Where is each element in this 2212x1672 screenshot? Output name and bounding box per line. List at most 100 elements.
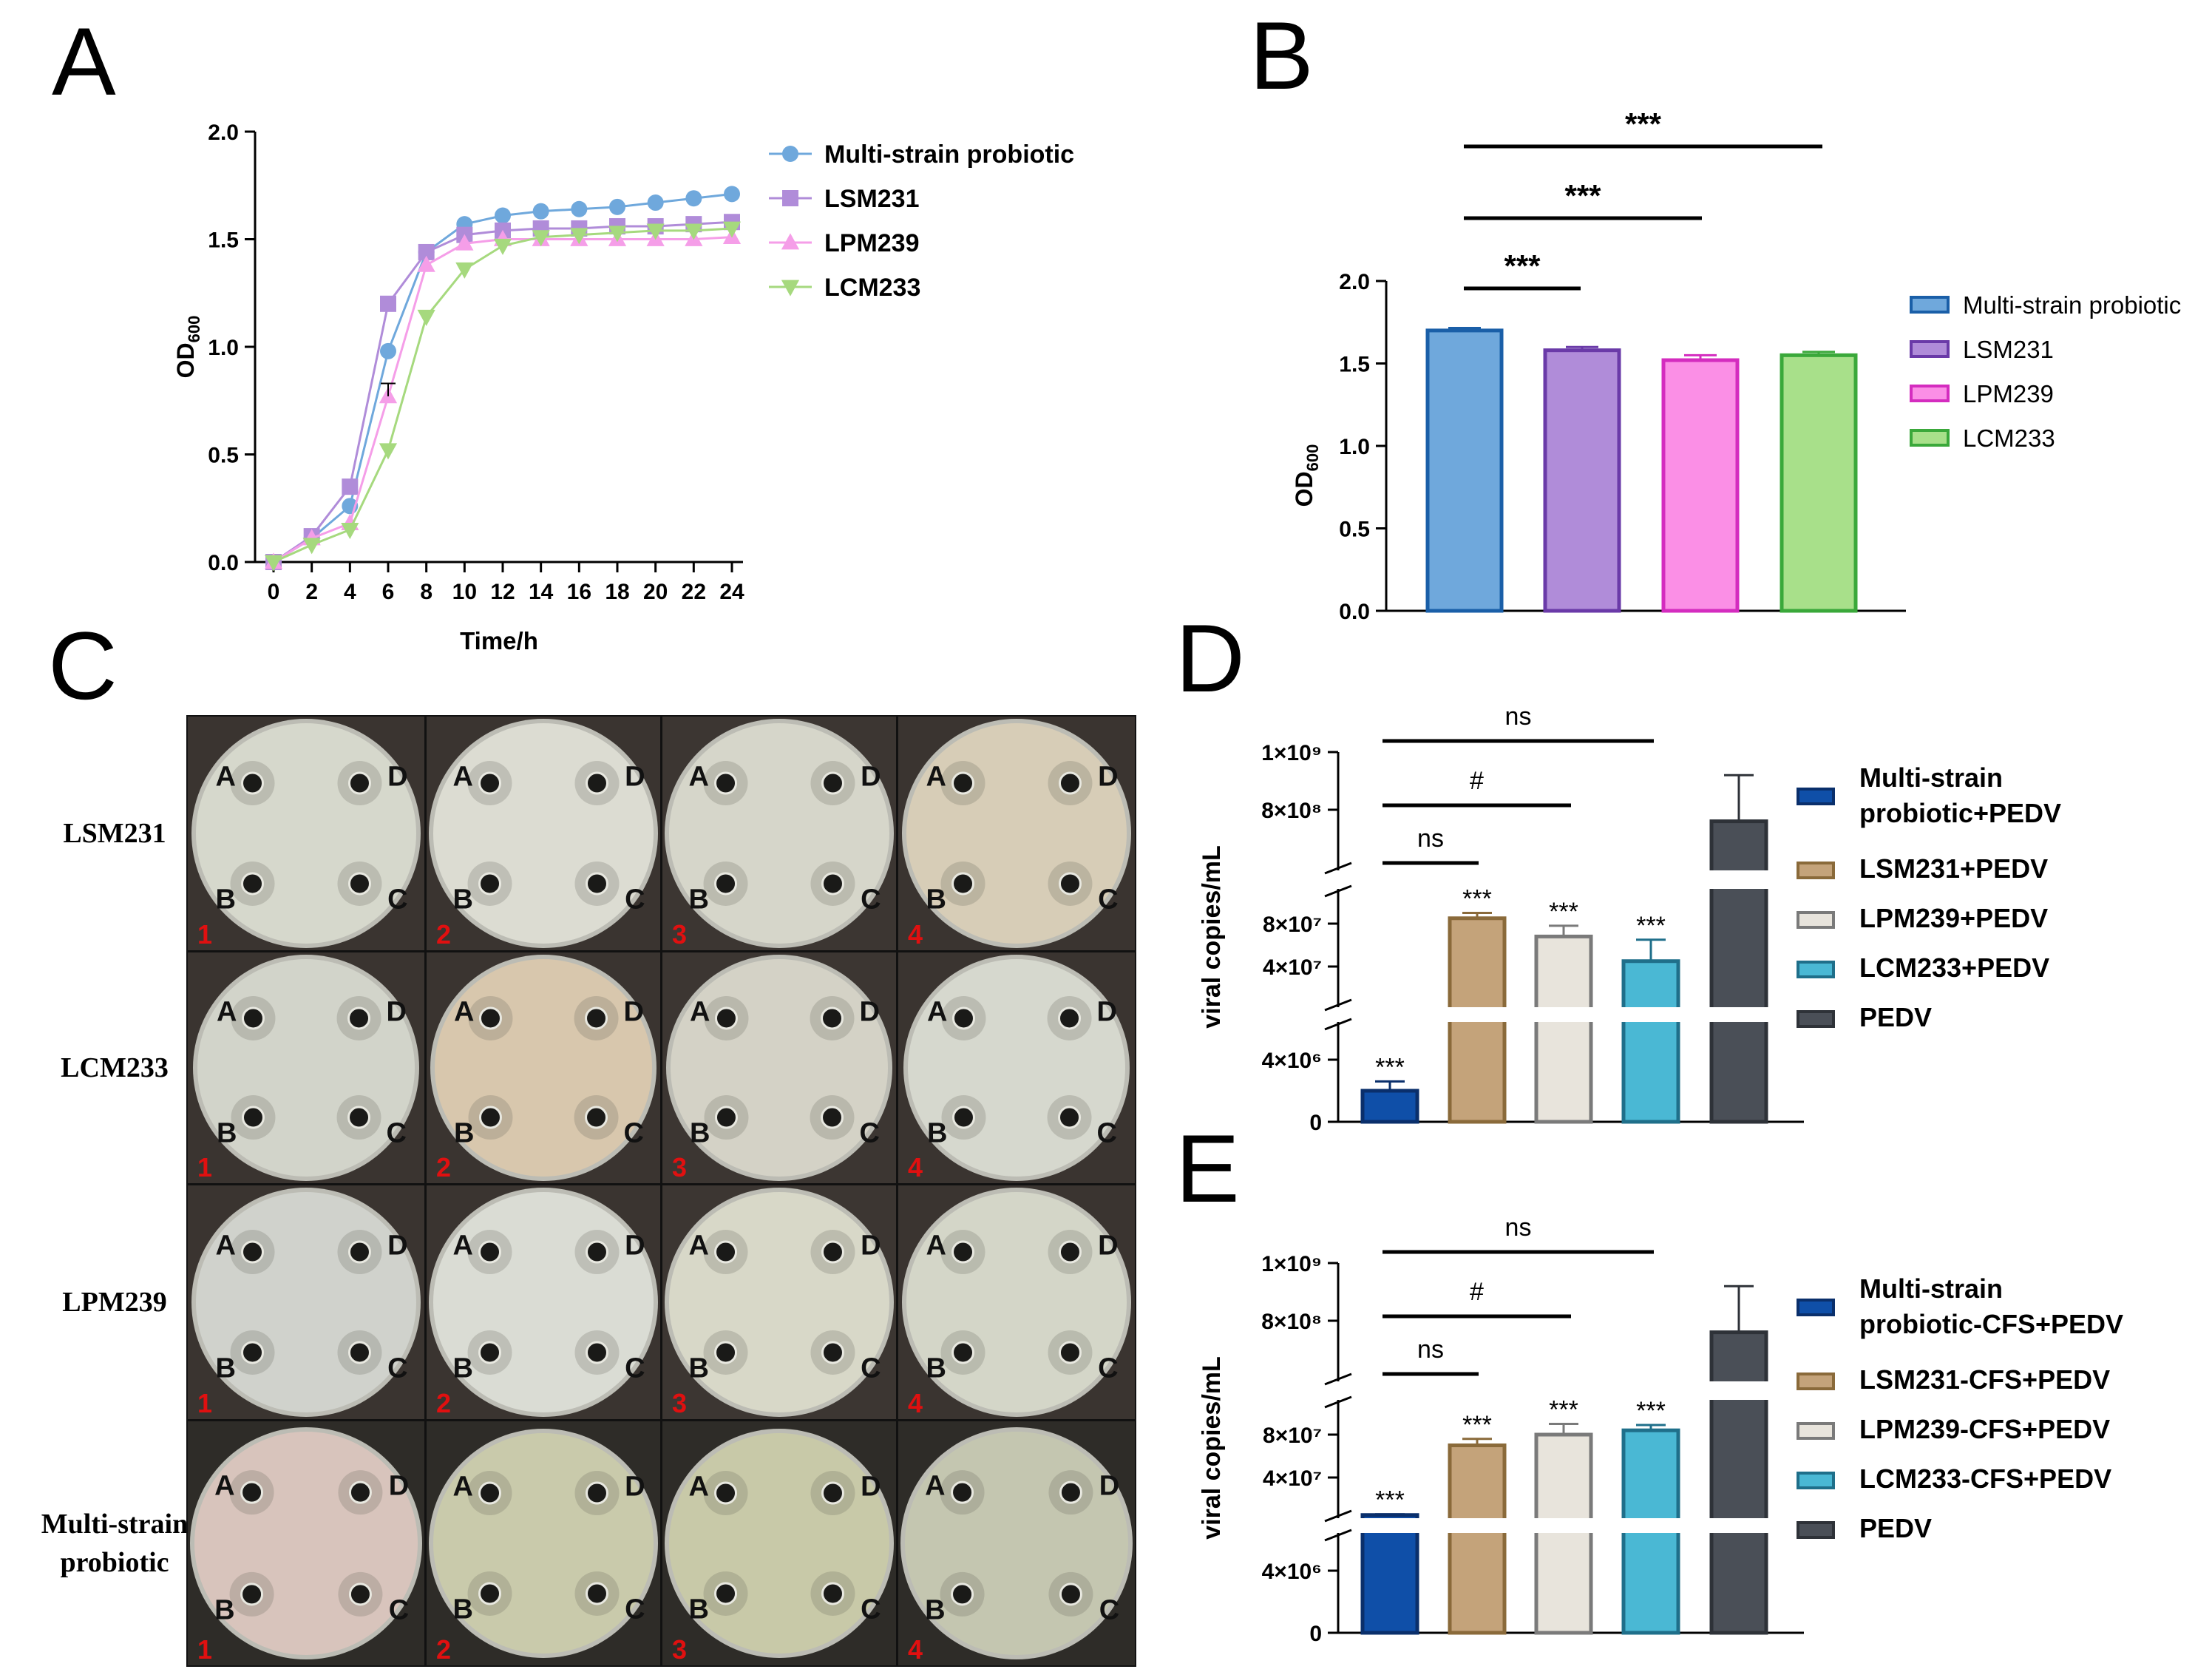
d-y-tick-label: 4×10⁷ xyxy=(1263,955,1322,980)
well-letter: D xyxy=(387,761,407,792)
b-y-tick-label: 0.0 xyxy=(1339,600,1370,624)
a-legend-label: LPM239 xyxy=(824,229,920,257)
b-legend-swatch xyxy=(1910,340,1950,358)
well-letter: A xyxy=(216,761,236,792)
well-hole xyxy=(478,1240,502,1264)
well-letter: C xyxy=(386,1117,406,1148)
e-y-tick-label: 4×10⁷ xyxy=(1263,1466,1322,1491)
well-hole xyxy=(240,1583,264,1606)
plate-number: 1 xyxy=(197,1388,212,1418)
plate-number: 1 xyxy=(197,1152,212,1182)
panel-letter-c: C xyxy=(48,612,118,720)
e-bar-break-gap xyxy=(1360,1518,1420,1533)
a-legend-marker xyxy=(781,233,800,250)
well-hole xyxy=(478,1481,502,1505)
a-legend-marker xyxy=(782,146,798,162)
well-hole xyxy=(585,1341,608,1364)
well-letter: B xyxy=(453,884,473,915)
well-letter: A xyxy=(926,761,946,792)
plate-number: 2 xyxy=(436,1634,451,1665)
plate-number: 1 xyxy=(197,1634,212,1665)
e-legend-swatch xyxy=(1797,1299,1835,1316)
a-y-tick-label: 1.5 xyxy=(208,229,239,253)
well-letter: A xyxy=(689,1230,709,1261)
d-legend-swatch xyxy=(1797,788,1835,805)
well-hole xyxy=(1059,1480,1082,1504)
well-hole xyxy=(714,1006,738,1030)
b-legend-swatch xyxy=(1910,385,1950,402)
e-legend-swatch xyxy=(1797,1373,1835,1390)
d-comparison-label: ns xyxy=(1505,703,1532,731)
e-legend-label: probiotic-CFS+PEDV xyxy=(1859,1309,2123,1339)
d-bar-break-gap xyxy=(1621,1007,1681,1022)
e-y-tick-label: 1×10⁹ xyxy=(1261,1252,1322,1276)
a-x-tick-label: 8 xyxy=(420,580,432,604)
panel-b-bar-chart: 0.0 0.5 1.0 1.5 2.0 OD600 Multi-strain probiot… xyxy=(1291,106,2181,624)
e-comparison-label: ns xyxy=(1505,1214,1532,1242)
d-legend-label: probiotic+PEDV xyxy=(1859,798,2061,828)
a-y-tick-label: 0.0 xyxy=(208,551,239,575)
plate-number: 4 xyxy=(908,1152,923,1182)
a-data-point xyxy=(379,443,398,460)
e-bar-break-gap xyxy=(1621,1518,1681,1533)
plate-number: 1 xyxy=(197,919,212,950)
well-letter: B xyxy=(216,884,236,915)
well-letter: C xyxy=(389,1595,409,1626)
d-comparison-label: ns xyxy=(1417,825,1444,853)
well-letter: A xyxy=(689,1471,709,1502)
well-hole xyxy=(951,1006,975,1030)
a-x-tick-label: 24 xyxy=(719,580,744,604)
b-legend-label: LSM231 xyxy=(1963,336,2054,363)
a-data-point xyxy=(495,207,511,224)
a-x-tick-label: 6 xyxy=(382,580,395,604)
d-y-tick-label: 1×10⁹ xyxy=(1261,741,1322,765)
a-y-axis-label: OD600 xyxy=(172,316,203,379)
d-y-axis-label: viral copies/mL xyxy=(1198,845,1226,1029)
d-bar xyxy=(1621,959,1680,1124)
a-series-line xyxy=(273,220,733,563)
well-hole xyxy=(1058,1106,1082,1129)
well-hole xyxy=(585,1481,608,1505)
plate-row-label: LSM231 xyxy=(63,818,166,849)
d-bar-significance-label: *** xyxy=(1462,885,1492,913)
e-legend-label: PEDV xyxy=(1859,1513,1932,1543)
b-bar xyxy=(1425,328,1504,613)
well-letter: D xyxy=(1099,1470,1119,1501)
plate-number: 3 xyxy=(672,1152,687,1182)
e-bar xyxy=(1709,1330,1768,1635)
well-hole xyxy=(241,1006,265,1030)
a-data-point xyxy=(380,342,396,359)
b-bar xyxy=(1780,353,1858,613)
well-letter: D xyxy=(1098,761,1118,792)
d-legend-swatch xyxy=(1797,961,1835,978)
well-letter: A xyxy=(454,997,474,1028)
b-legend-swatch xyxy=(1910,429,1950,447)
well-letter: A xyxy=(689,761,709,792)
well-letter: B xyxy=(454,1117,474,1148)
well-letter: D xyxy=(386,997,406,1028)
panel-letter-e: E xyxy=(1175,1114,1240,1222)
plate-number: 3 xyxy=(672,1634,687,1665)
d-legend-label: LSM231+PEDV xyxy=(1859,853,2048,884)
a-x-tick-label: 18 xyxy=(605,580,629,604)
e-bar xyxy=(1360,1513,1419,1635)
e-axis-break-mark xyxy=(1324,1395,1352,1409)
well-letter: C xyxy=(861,1353,881,1384)
well-letter: C xyxy=(625,1594,645,1625)
e-legend-label: LSM231-CFS+PEDV xyxy=(1859,1364,2110,1395)
e-bar-significance-label: *** xyxy=(1549,1396,1578,1424)
b-legend-label: LPM239 xyxy=(1963,380,2054,407)
a-data-point xyxy=(722,221,742,238)
a-x-tick-label: 4 xyxy=(344,580,356,604)
well-letter: A xyxy=(453,1471,473,1502)
d-legend-swatch xyxy=(1797,1010,1835,1028)
e-legend-label: LPM239-CFS+PEDV xyxy=(1859,1414,2110,1444)
a-x-tick-label: 20 xyxy=(643,580,668,604)
e-bar xyxy=(1448,1443,1507,1635)
well-hole xyxy=(714,771,738,795)
well-hole xyxy=(714,1106,738,1129)
well-hole xyxy=(585,1582,608,1605)
d-axis-break-mark xyxy=(1324,862,1352,875)
e-bar-significance-label: *** xyxy=(1375,1486,1405,1514)
well-hole xyxy=(241,872,265,896)
